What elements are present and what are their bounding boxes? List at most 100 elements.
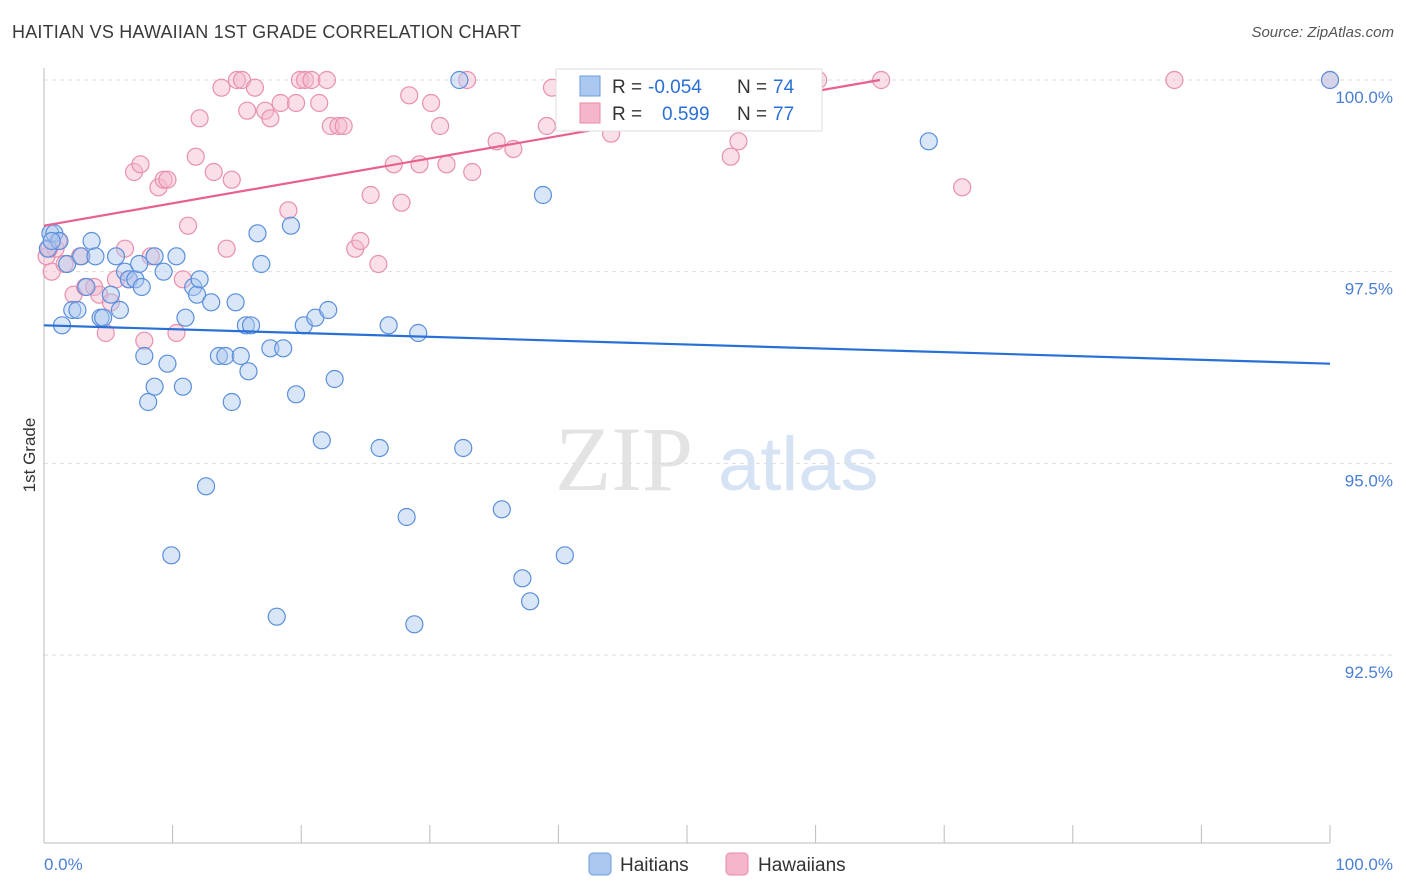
- legend-haitians-swatch: [588, 852, 612, 876]
- haitians-point: [94, 308, 113, 327]
- legend-n-value-1: 74: [773, 77, 795, 98]
- haitians-point: [513, 569, 532, 588]
- hawaiians-point: [392, 193, 411, 212]
- haitians-point: [158, 354, 177, 373]
- legend-r-label-1: R =: [612, 77, 642, 98]
- hawaiians-point: [437, 155, 456, 174]
- haitians-point: [450, 70, 469, 90]
- haitians-point: [379, 316, 398, 335]
- haitians-point: [222, 392, 241, 412]
- legend-swatch-pink: [579, 102, 601, 124]
- hawaiians-point: [334, 116, 353, 136]
- hawaiians-point: [279, 201, 298, 220]
- haitians-point: [281, 216, 301, 235]
- chart-title: HAITIAN VS HAWAIIAN 1ST GRADE CORRELATIO…: [12, 22, 522, 42]
- haitians-point: [154, 262, 173, 281]
- hawaiians-point: [131, 155, 150, 174]
- series-haitians-points: [38, 70, 1340, 634]
- y-tick-label: 92.5%: [1345, 663, 1393, 682]
- haitians-point: [231, 346, 250, 366]
- hawaiians-point: [321, 116, 340, 136]
- haitians-point: [132, 277, 151, 297]
- hawaiians-point: [295, 70, 315, 90]
- hawaiians-point: [317, 70, 337, 90]
- haitians-point: [135, 346, 154, 366]
- hawaiians-point: [351, 231, 370, 251]
- legend-haitians-label: Haitians: [620, 855, 689, 876]
- stats-legend: R = -0.054 N = 74 R = 0.599 N = 77: [555, 68, 823, 132]
- haitians-point: [267, 607, 286, 626]
- hawaiians-point: [872, 70, 891, 90]
- haitians-point: [521, 592, 540, 611]
- haitians-point: [106, 247, 126, 266]
- hawaiians-point: [167, 323, 186, 343]
- haitians-point: [252, 254, 271, 274]
- legend-r-value-2: 0.599: [662, 104, 710, 125]
- legend-n-value-2: 77: [773, 104, 794, 125]
- hawaiians-point: [361, 185, 380, 205]
- hawaiians-point: [310, 93, 329, 113]
- hawaiians-point: [286, 93, 306, 113]
- x-tick-label-100: 100.0%: [1335, 855, 1393, 874]
- haitians-point: [167, 247, 186, 266]
- haitians-point: [190, 270, 209, 289]
- hawaiians-point: [186, 147, 205, 166]
- haitians-point: [286, 385, 306, 404]
- hawaiians-point: [245, 78, 265, 97]
- haitians-point: [312, 431, 331, 450]
- hawaiians-point: [1165, 70, 1184, 90]
- haitians-point: [130, 254, 149, 274]
- hawaiians-point: [204, 162, 223, 182]
- hawaiians-point: [135, 331, 154, 350]
- x-tick-label-0: 0.0%: [44, 855, 83, 874]
- haitians-point: [145, 247, 164, 266]
- y-axis-label: 1st Grade: [20, 418, 39, 493]
- haitians-point: [325, 369, 344, 389]
- haitians-point: [919, 132, 938, 151]
- hawaiians-point: [369, 254, 388, 274]
- haitians-point: [173, 377, 192, 396]
- haitians-point: [409, 323, 428, 343]
- haitians-point: [72, 247, 91, 266]
- legend-n-label-2: N =: [737, 104, 767, 125]
- haitians-point: [202, 293, 221, 312]
- hawaiians-point: [217, 239, 236, 258]
- haitians-point: [50, 231, 69, 251]
- haitians-point: [226, 293, 245, 312]
- haitians-point: [370, 438, 389, 458]
- hawaiians-point: [212, 78, 231, 97]
- haitians-point: [110, 300, 129, 320]
- haitians-point: [101, 285, 120, 304]
- hawaiians-point: [302, 70, 321, 90]
- haitians-point: [77, 277, 96, 297]
- haitians-point: [63, 300, 82, 320]
- haitians-point: [274, 339, 293, 358]
- haitians-point: [241, 316, 261, 335]
- hawaiians-point: [537, 116, 556, 136]
- haitians-point: [248, 224, 267, 243]
- hawaiians-point: [721, 147, 740, 166]
- haitians-point: [397, 507, 416, 527]
- hawaiians-point: [421, 93, 441, 113]
- hawaiians-point: [953, 178, 972, 197]
- hawaiians-point: [729, 132, 748, 151]
- haitians-point: [68, 300, 87, 320]
- haitians-point: [145, 377, 164, 396]
- hawaiians-point: [222, 170, 241, 189]
- haitians-point: [86, 247, 105, 266]
- haitians-point: [187, 285, 207, 304]
- legend-hawaiians-label: Hawaiians: [758, 855, 846, 876]
- haitians-point: [58, 254, 77, 274]
- y-tick-labels: 92.5% 95.0% 97.5% 100.0%: [1335, 88, 1393, 682]
- y-tick-label: 95.0%: [1345, 471, 1393, 490]
- hawaiians-point: [400, 86, 419, 105]
- hawaiians-point: [271, 93, 290, 113]
- legend-hawaiians-swatch: [725, 852, 749, 876]
- hawaiians-point: [227, 70, 246, 90]
- hawaiians-point: [329, 116, 348, 136]
- hawaiians-point: [430, 116, 450, 136]
- hawaiians-point: [178, 216, 198, 235]
- legend-n-label-1: N =: [737, 77, 767, 98]
- haitians-point: [139, 392, 158, 412]
- legend-r-value-1: -0.054: [648, 77, 702, 98]
